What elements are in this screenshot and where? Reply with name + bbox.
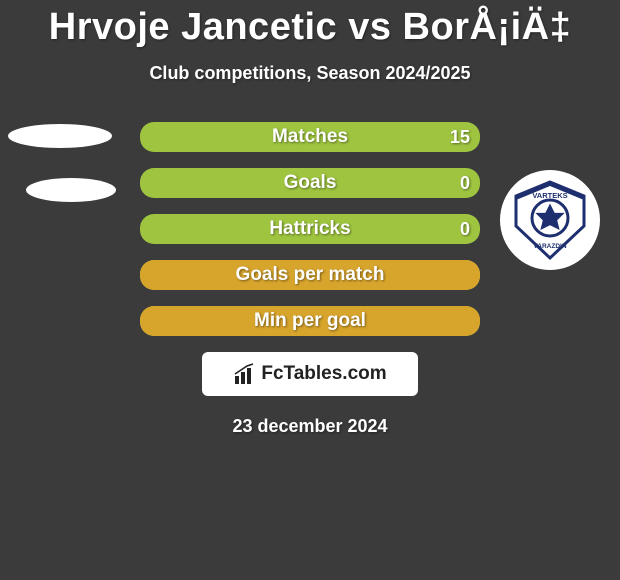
badge-bottom-text: VARAZDIN [533, 243, 566, 250]
player-photo-placeholder [26, 178, 116, 202]
stat-label: Goals per match [140, 260, 480, 290]
subtitle: Club competitions, Season 2024/2025 [0, 63, 620, 84]
stat-row: Goals per match [140, 260, 480, 290]
branding-box: FcTables.com [202, 352, 418, 396]
branding-text: FcTables.com [261, 363, 386, 385]
club-badge: VARTEKS VARAZDIN [500, 170, 600, 270]
stat-label: Hattricks [140, 214, 480, 244]
badge-top-text: VARTEKS [532, 191, 567, 200]
stat-row: Hattricks0 [140, 214, 480, 244]
stat-label: Matches [140, 122, 480, 152]
bar-chart-icon [233, 362, 257, 386]
stat-row: Goals0 [140, 168, 480, 198]
stat-label: Min per goal [140, 306, 480, 336]
comparison-infographic: Hrvoje Jancetic vs BorÅ¡iÄ‡ Club competi… [0, 0, 620, 580]
stat-value-right: 0 [460, 214, 470, 244]
date-text: 23 december 2024 [0, 416, 620, 437]
page-title: Hrvoje Jancetic vs BorÅ¡iÄ‡ [0, 0, 620, 49]
stat-row: Matches15 [140, 122, 480, 152]
stat-label: Goals [140, 168, 480, 198]
stat-value-right: 15 [450, 122, 470, 152]
stat-value-right: 0 [460, 168, 470, 198]
varteks-badge-icon: VARTEKS VARAZDIN [508, 178, 592, 262]
player-photo-placeholder [8, 124, 112, 148]
stat-row: Min per goal [140, 306, 480, 336]
